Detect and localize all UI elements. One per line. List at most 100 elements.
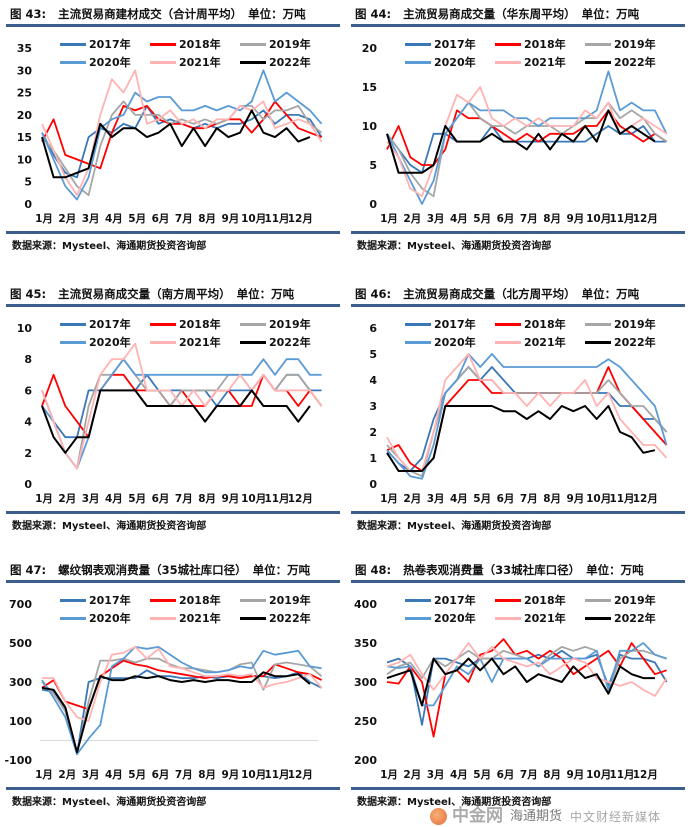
x-tick-label: 9月 [566, 213, 584, 225]
series-line-2022 [386, 657, 655, 707]
legend-item: 2021年 [495, 610, 585, 626]
figure-number: 图 44: [355, 7, 392, 21]
unit-label: 单位：万吨 [236, 287, 295, 301]
legend-item: 2019年 [585, 36, 675, 52]
legend-label: 2020年 [89, 612, 131, 625]
legend-item: 2022年 [240, 334, 330, 350]
y-tick-label: 5 [369, 348, 377, 361]
x-tick-label: 9月 [221, 769, 239, 781]
chart-panel: 图 45: 主流贸易商成交量（南方周平均） 单位：万吨 数据来源：Mysteel、海… [0, 280, 345, 552]
x-tick-label: 8月 [198, 769, 216, 781]
legend-item: 2019年 [585, 316, 675, 332]
x-tick-label: 10月 [241, 213, 266, 225]
source-divider [6, 787, 340, 790]
title-divider [351, 580, 685, 583]
legend-item: 2018年 [150, 592, 240, 608]
series-line-2020 [386, 642, 667, 707]
series-line-2021 [386, 642, 668, 697]
series-line-2020 [41, 646, 322, 756]
legend-label: 2020年 [89, 336, 131, 349]
legend-label: 2021年 [179, 612, 221, 625]
source-note: 数据来源：Mysteel、海通期货投资咨询部 [357, 797, 552, 808]
x-tick-label: 6月 [497, 769, 515, 781]
legend-swatch [495, 598, 521, 602]
series-line-2017 [41, 105, 323, 179]
x-tick-label: 9月 [566, 769, 584, 781]
legend-label: 2020年 [434, 612, 476, 625]
source-divider [351, 787, 685, 790]
title-divider [351, 304, 685, 307]
legend: 2017年 2018年 2019年 2020年 2021年 2022年 [60, 316, 330, 350]
x-tick-label: 4月 [450, 769, 468, 781]
legend-swatch [240, 340, 266, 344]
legend-item: 2017年 [60, 316, 150, 332]
x-tick-label: 1月 [35, 769, 53, 781]
legend-swatch [585, 60, 611, 64]
chart-panel: 图 47: 螺纹钢表观消费量（35城社库口径） 单位：万吨 数据来源：Mysteel… [0, 556, 345, 827]
y-tick-label: 10 [17, 322, 33, 335]
x-tick-label: 8月 [198, 493, 216, 505]
y-tick-label: 100 [9, 715, 32, 728]
legend-swatch [585, 616, 611, 620]
y-tick-label: 1 [369, 452, 377, 465]
legend-item: 2019年 [240, 36, 330, 52]
legend-swatch [585, 598, 611, 602]
x-tick-label: 1月 [35, 493, 53, 505]
legend-label: 2019年 [269, 318, 311, 331]
y-tick-label: 700 [9, 598, 32, 611]
legend-item: 2019年 [585, 592, 675, 608]
y-tick-label: 3 [369, 400, 377, 413]
x-tick-label: 3月 [427, 493, 445, 505]
x-tick-label: 11月 [609, 213, 634, 225]
legend-label: 2017年 [434, 594, 476, 607]
x-tick-label: 8月 [543, 213, 561, 225]
legend-item: 2021年 [495, 334, 585, 350]
legend-item: 2022年 [240, 610, 330, 626]
x-tick-label: 3月 [82, 493, 100, 505]
legend-item: 2020年 [60, 610, 150, 626]
series-line-2020 [386, 70, 668, 205]
x-tick-label: 2月 [58, 769, 76, 781]
legend: 2017年 2018年 2019年 2020年 2021年 2022年 [60, 592, 330, 626]
legend-label: 2021年 [524, 336, 566, 349]
legend-label: 2022年 [269, 336, 311, 349]
x-tick-label: 10月 [241, 769, 266, 781]
y-tick-label: 300 [9, 676, 32, 689]
legend-label: 2017年 [434, 38, 476, 51]
legend-swatch [495, 340, 521, 344]
legend-item: 2020年 [60, 334, 150, 350]
legend-label: 2019年 [269, 594, 311, 607]
y-tick-label: 250 [354, 715, 377, 728]
legend-label: 2018年 [179, 594, 221, 607]
y-tick-label: -100 [4, 754, 32, 767]
line-chart: 200 250 300 350 400 1月 2月 3月 4月 5月 6月 7月 8月 9月 10月11月1… [354, 598, 668, 781]
x-tick-label: 8月 [543, 769, 561, 781]
source-divider [351, 231, 685, 234]
legend-swatch [405, 60, 431, 64]
legend-swatch [60, 340, 86, 344]
y-tick-label: 500 [9, 637, 32, 650]
legend-label: 2021年 [179, 56, 221, 69]
x-tick-label: 7月 [520, 769, 538, 781]
y-tick-label: 5 [369, 159, 377, 172]
legend-item: 2021年 [150, 610, 240, 626]
legend-swatch [495, 42, 521, 46]
legend-label: 2019年 [614, 318, 656, 331]
x-tick-label: 11月 [264, 493, 289, 505]
legend-item: 2018年 [150, 316, 240, 332]
x-tick-label: 3月 [427, 769, 445, 781]
legend-swatch [240, 322, 266, 326]
legend-label: 2020年 [89, 56, 131, 69]
unit-label: 单位：万吨 [586, 563, 644, 577]
y-tick-label: 4 [24, 416, 32, 429]
legend-item: 2019年 [240, 316, 330, 332]
legend: 2017年 2018年 2019年 2020年 2021年 2022年 [60, 36, 330, 70]
legend-swatch [150, 60, 176, 64]
x-tick-label: 2月 [403, 213, 421, 225]
figure-number: 图 46: [355, 287, 392, 301]
x-tick-label: 12月 [288, 769, 313, 781]
x-tick-label: 6月 [497, 213, 515, 225]
x-tick-label: 5月 [473, 213, 491, 225]
x-tick-label: 7月 [175, 493, 193, 505]
legend-swatch [495, 616, 521, 620]
